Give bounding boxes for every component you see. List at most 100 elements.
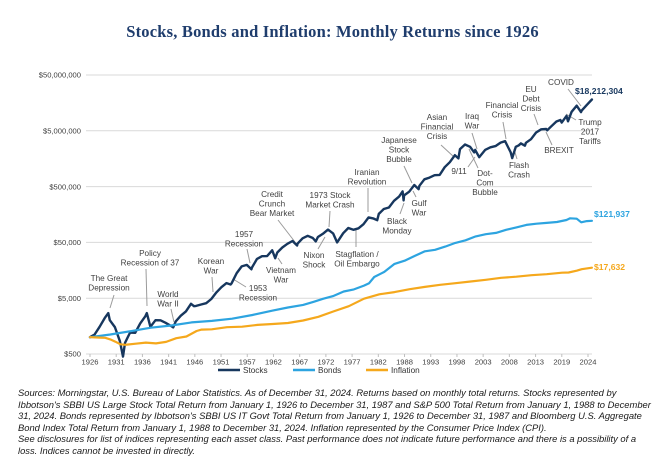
annotation-text: Depression (88, 284, 130, 293)
annotation-brexit: BREXIT (544, 146, 574, 155)
annotation-leader-brexit (545, 131, 553, 146)
annotation-text: Crisis (521, 104, 541, 113)
annotation-leader-gulf-war (412, 190, 417, 198)
annotation-text: Credit (261, 190, 284, 199)
annotation-text: Oil Embargo (334, 260, 380, 269)
legend-label: Stocks (243, 366, 268, 375)
x-axis-label: 1977 (344, 358, 361, 367)
annotation-text: The Great (91, 274, 129, 283)
annotation-text: Policy (139, 249, 162, 258)
annotation-text: Crisis (427, 132, 447, 141)
x-axis-label: 1951 (213, 358, 230, 367)
annotation-text: Com (476, 179, 493, 188)
y-axis-label: $5,000 (58, 294, 81, 303)
annotation-nine-eleven: 9/11 (451, 167, 467, 176)
annotation-text: Monday (382, 227, 412, 236)
annotation-text: War (465, 122, 480, 131)
returns-line-chart: $50,000,000 $5,000,000 $500,000 $50,000 $5,0… (39, 71, 630, 375)
x-axis-label: 1993 (422, 358, 439, 367)
annotation-text: Bubble (472, 188, 498, 197)
annotation-covid: COVID (548, 78, 574, 87)
annotation-leader-financial-crisis (502, 121, 507, 140)
annotation-leader-covid (567, 88, 582, 107)
x-axis-label: 2003 (475, 358, 492, 367)
annotation-leader-asian-financial-crisis (440, 144, 455, 158)
annotation-leader-great-depression (109, 294, 115, 309)
legend-label: Bonds (318, 366, 341, 375)
inflation-end-value-label: $17,632 (594, 262, 625, 272)
annotation-leader-trump-2017-tariffs (565, 113, 577, 121)
annotation-leader-recession-1953 (232, 278, 247, 288)
bonds-end-value-label: $121,937 (594, 209, 630, 219)
annotation-text: Financial (421, 123, 454, 132)
annotation-text: Iranian (354, 168, 379, 177)
y-axis-label: $5,000,000 (43, 127, 81, 136)
x-axis-label: 1941 (160, 358, 177, 367)
x-axis-label: 1946 (186, 358, 203, 367)
annotation-text: Bubble (386, 155, 412, 164)
annotation-text: Gulf (411, 199, 427, 208)
x-axis-label: 1931 (108, 358, 125, 367)
sources-text: Sources: Morningstar, U.S. Bureau of Lab… (18, 387, 651, 433)
annotation-text: Japanese (381, 136, 417, 145)
annotation-text: 9/11 (451, 167, 467, 176)
annotation-text: 1957 (235, 230, 254, 239)
annotation-leader-recession-1957 (246, 248, 251, 264)
annotation-text: EU (525, 85, 536, 94)
legend-item-bonds: Bonds (293, 366, 341, 375)
chart-title: Stocks, Bonds and Inflation: Monthly Ret… (126, 22, 539, 41)
annotation-text: 1953 (249, 284, 268, 293)
annotation-text: COVID (548, 78, 574, 87)
legend-label: Inflation (391, 366, 420, 375)
annotation-text: Stock (389, 146, 410, 155)
annotation-text: Stagflation / (335, 250, 379, 259)
annotation-text: War II (157, 300, 179, 309)
annotation-text: World (157, 290, 179, 299)
x-axis-label: 1936 (134, 358, 151, 367)
annotation-text: Black (387, 217, 408, 226)
annotation-text: Dot- (477, 169, 493, 178)
annotation-text: BREXIT (544, 146, 574, 155)
x-axis-label: 1988 (396, 358, 413, 367)
annotation-leader-stock-market-crash-1973 (328, 210, 331, 228)
annotation-leader-vietnam-war (277, 257, 283, 265)
annotation-text: Iraq (465, 112, 480, 121)
annotation-text: Tariffs (579, 137, 601, 146)
annotation-leader-credit-crunch-bear-market (277, 219, 296, 243)
annotation-leader-black-monday (399, 202, 405, 215)
legend-item-stocks: Stocks (218, 366, 268, 375)
inflation-line (88, 266, 594, 346)
annotation-text: Bear Market (250, 209, 295, 218)
x-axis-label: 2008 (501, 358, 518, 367)
annotation-text: Debt (522, 95, 540, 104)
annotation-leader-policy-recession-of-37 (145, 268, 148, 307)
annotation-leader-world-war-ii (170, 308, 175, 323)
annotation-text: 2017 (581, 128, 600, 137)
y-axis-label: $50,000 (54, 238, 81, 247)
annotation-text: War (204, 267, 219, 276)
annotation-text: Recession of 37 (121, 259, 180, 268)
y-axis-label: $500 (64, 350, 81, 359)
annotation-text: Recession (225, 240, 264, 249)
annotation-text: Shock (303, 261, 327, 270)
stocks-end-value-label: $18,212,304 (575, 86, 623, 96)
annotation-leader-iraq-war (471, 132, 478, 150)
x-axis-label: 1972 (317, 358, 334, 367)
disclosure-text: See disclosures for list of indices repr… (18, 433, 637, 456)
y-axis-label: $500,000 (49, 182, 81, 191)
annotation-leader-eu-debt-crisis (533, 113, 539, 126)
